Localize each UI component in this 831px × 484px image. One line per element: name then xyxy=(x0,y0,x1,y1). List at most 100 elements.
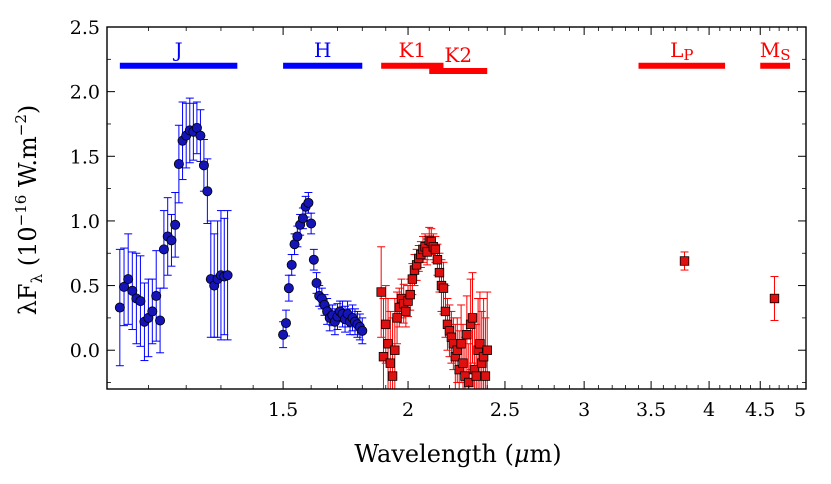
data-point xyxy=(432,255,443,265)
data-point xyxy=(308,254,319,265)
data-point xyxy=(292,231,303,242)
data-point xyxy=(166,235,177,246)
data-point xyxy=(170,219,181,230)
x-title-mu: μ xyxy=(514,440,530,468)
y-title-exp2: −2 xyxy=(12,114,30,136)
data-marks xyxy=(114,97,780,389)
data-point xyxy=(283,283,294,294)
series-3 xyxy=(679,251,690,271)
series-4 xyxy=(769,276,780,321)
x-tick-label-2: 2.5 xyxy=(490,399,520,421)
data-point xyxy=(390,345,400,355)
plot-area: J H K1 K2 LP MS xyxy=(114,38,791,389)
y-tick-label-2: 1.0 xyxy=(70,211,100,233)
y-title-mid: (10 xyxy=(14,226,42,274)
y-tick-label-5: 2.5 xyxy=(70,17,100,39)
data-point xyxy=(280,318,291,329)
band-label-main-3: K2 xyxy=(444,43,472,67)
band-label-5: MS xyxy=(760,38,791,64)
band-label-1: H xyxy=(314,38,331,62)
data-point xyxy=(376,287,386,297)
band-label-main-5: M xyxy=(760,38,780,62)
data-point xyxy=(195,130,206,141)
data-point xyxy=(297,213,308,224)
data-point xyxy=(679,256,690,266)
data-point xyxy=(357,325,368,336)
data-point xyxy=(381,319,391,330)
plot-frame xyxy=(106,26,807,390)
x-tick-label-1: 2 xyxy=(402,399,414,421)
x-tick-label-3: 3 xyxy=(578,399,590,421)
data-point xyxy=(222,270,233,281)
data-point xyxy=(158,244,169,255)
band-label-3: K2 xyxy=(444,43,472,67)
band-label-2: K1 xyxy=(398,38,426,62)
data-point xyxy=(387,371,398,381)
band-label-sub-4: P xyxy=(683,46,693,64)
y-title-end: ) xyxy=(14,105,42,114)
y-tick-label-0: 0.0 xyxy=(70,340,100,362)
data-point xyxy=(458,358,468,368)
data-point xyxy=(378,351,389,362)
x-title-before: Wavelength ( xyxy=(354,440,513,468)
data-point xyxy=(456,339,466,349)
series-2 xyxy=(376,226,492,389)
data-point xyxy=(434,267,445,278)
band-label-0: J xyxy=(173,38,183,62)
band-label-main-0: J xyxy=(173,38,183,62)
data-point xyxy=(151,290,162,301)
y-tick-label-4: 2.0 xyxy=(70,82,100,104)
x-axis-title: Wavelength (μm) xyxy=(354,440,561,468)
y-title-exp: −16 xyxy=(12,195,30,227)
data-point xyxy=(286,259,297,270)
data-point xyxy=(440,306,451,317)
x-tick-label-6: 4.5 xyxy=(745,399,775,421)
data-point xyxy=(471,371,481,381)
data-point xyxy=(202,186,213,197)
data-point xyxy=(119,281,130,292)
x-tick-label-0: 1.5 xyxy=(268,399,298,421)
series-1 xyxy=(278,191,368,349)
data-point xyxy=(155,315,166,326)
x-tick-label-7: 5 xyxy=(794,399,806,421)
data-point xyxy=(430,244,441,255)
y-title-lambda: λF xyxy=(14,283,42,315)
band-bars: J H K1 K2 LP MS xyxy=(119,38,791,74)
data-point xyxy=(123,274,134,285)
data-point xyxy=(482,345,492,355)
data-point xyxy=(278,329,289,340)
data-point xyxy=(405,289,415,300)
data-point xyxy=(303,197,314,208)
data-point xyxy=(135,296,146,307)
series-0 xyxy=(114,97,233,367)
x-title-after: m) xyxy=(529,440,561,468)
data-point xyxy=(769,293,780,304)
data-point xyxy=(407,274,418,284)
band-label-main-2: K1 xyxy=(398,38,426,62)
band-label-main-1: H xyxy=(314,38,331,62)
y-title-mid2: W.m xyxy=(14,136,42,195)
data-point xyxy=(392,313,402,323)
data-point xyxy=(311,277,322,288)
data-point xyxy=(383,339,393,349)
band-label-sub-5: S xyxy=(780,46,790,64)
data-point xyxy=(475,339,485,349)
data-point xyxy=(198,160,209,171)
data-point xyxy=(127,285,138,296)
y-axis-title: λFλ (10−16 W.m−2) xyxy=(12,105,46,316)
data-point xyxy=(438,283,449,293)
y-title-sub: λ xyxy=(28,273,46,283)
data-point xyxy=(173,159,184,170)
axes xyxy=(106,26,807,390)
data-point xyxy=(467,313,478,323)
y-tick-label-1: 0.5 xyxy=(70,276,100,298)
data-point xyxy=(401,306,411,317)
data-point xyxy=(306,218,317,229)
ticks: 1.5 2 2.5 3 3.5 4 4.5 5 0.0 0.5 1.0 1.5 2.0 2.5 xyxy=(70,17,806,421)
band-label-4: LP xyxy=(670,38,693,64)
x-tick-label-4: 3.5 xyxy=(636,399,666,421)
data-point xyxy=(462,329,472,340)
data-point xyxy=(114,302,125,313)
band-label-main-4: L xyxy=(670,38,683,62)
